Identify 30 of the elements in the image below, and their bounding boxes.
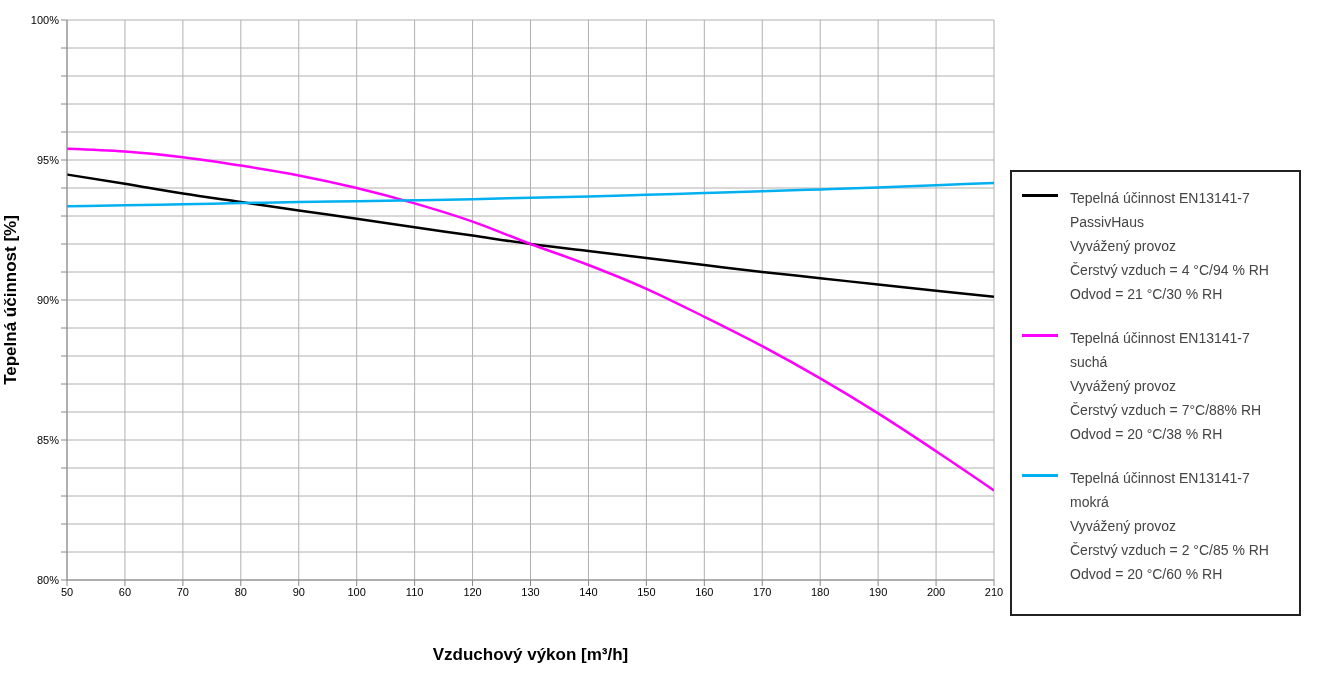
y-axis-title: Tepelná účinnost [%] [1,215,21,385]
x-tick-label: 180 [811,585,830,598]
x-tick-label: 130 [521,585,540,598]
y-tick-label: 90% [36,293,60,306]
x-tick-label: 170 [753,585,772,598]
legend-label: Tepelná účinnost EN13141-7 mokrá Vyvážený provoz Čerstvý vzduch = 2 °C/85 % RH Odvod = 20 °C/60 % RH [1070,469,1269,584]
x-tick-label: 200 [926,585,946,598]
x-tick-label: 110 [405,585,424,598]
y-tick-label: 80% [36,573,60,586]
x-tick-label: 90 [292,585,305,598]
legend-label: Tepelná účinnost EN13141-7 PassivHaus Vyvážený provoz Čerstvý vzduch = 4 °C/94 % RH Odvod = 21 °C/30 % RH [1070,189,1269,304]
x-tick-label: 60 [118,585,132,598]
x-tick-label: 150 [637,585,656,598]
x-tick-label: 100 [347,585,366,598]
line-series [67,173,994,298]
line-series [67,181,994,208]
x-tick-label: 120 [463,585,482,598]
legend-label: Tepelná účinnost EN13141-7 suchá Vyvážený provoz Čerstvý vzduch = 7°C/88% RH Odvod = 20 °C/38 % RH [1070,329,1262,444]
x-tick-label: 190 [868,585,888,598]
x-tick-label: 210 [984,585,1004,598]
x-axis-title: Vzduchový výkon [m³/h] [432,645,629,664]
x-tick-label: 80 [234,585,247,598]
line-series [67,147,994,492]
x-tick-label: 70 [176,585,189,598]
x-tick-label: 50 [60,585,74,598]
y-tick-label: 95% [36,153,60,166]
y-tick-label: 85% [36,433,60,446]
x-tick-label: 160 [695,585,714,598]
x-tick-label: 140 [579,585,598,598]
y-tick-label: 100% [30,13,60,26]
